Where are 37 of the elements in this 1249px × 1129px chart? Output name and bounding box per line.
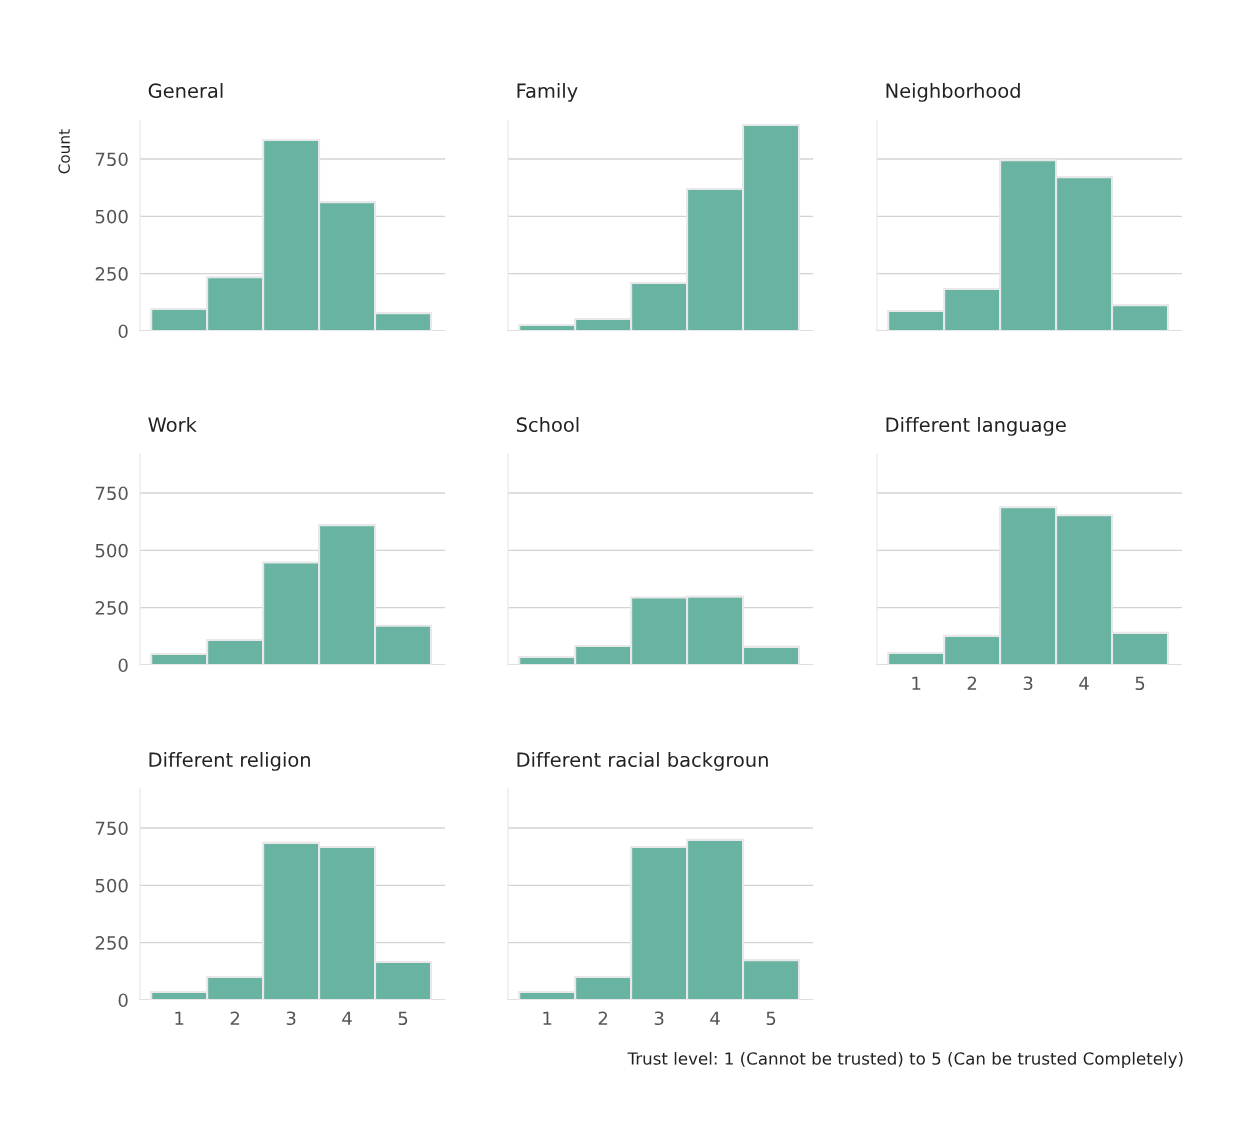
x-tick-label: 4 bbox=[342, 1011, 352, 1025]
chart-title: Different language bbox=[886, 417, 1066, 436]
x-tick-label: 5 bbox=[766, 1011, 776, 1026]
x-axis-title: Trust level: 1 (Cannot be trusted) to 5 (Can be trusted Completely) bbox=[627, 1051, 1183, 1069]
y-tick-label: 750 bbox=[95, 152, 128, 167]
y-tick-label: 0 bbox=[118, 324, 128, 339]
chart-title: School bbox=[516, 417, 579, 433]
x-tick-label: 3 bbox=[1023, 676, 1033, 691]
chart-title: Work bbox=[148, 417, 197, 433]
x-tick-label: 4 bbox=[1079, 676, 1089, 690]
chart-title: Neighborhood bbox=[886, 83, 1020, 102]
x-tick-label: 5 bbox=[398, 1011, 408, 1026]
x-tick-label: 4 bbox=[710, 1011, 720, 1025]
x-tick-label: 1 bbox=[175, 1011, 184, 1025]
y-tick-label: 0 bbox=[118, 658, 128, 673]
y-tick-label: 500 bbox=[95, 878, 128, 893]
x-tick-label: 3 bbox=[654, 1011, 664, 1026]
x-tick-label: 2 bbox=[598, 1011, 608, 1025]
y-tick-label: 500 bbox=[95, 209, 128, 224]
chart-title: Different racial backgroun bbox=[517, 752, 768, 771]
y-axis-title: Count bbox=[58, 129, 70, 174]
y-tick-label: 0 bbox=[118, 993, 128, 1008]
chart-title: General bbox=[148, 83, 223, 99]
chart-title: Different religion bbox=[149, 752, 310, 771]
chart-title: Family bbox=[517, 83, 578, 102]
y-tick-label: 500 bbox=[95, 543, 128, 558]
x-tick-label: 5 bbox=[1135, 676, 1145, 691]
x-tick-label: 2 bbox=[230, 1011, 240, 1025]
y-tick-label: 750 bbox=[95, 486, 128, 501]
y-tick-label: 250 bbox=[95, 936, 128, 950]
y-tick-label: 750 bbox=[95, 821, 128, 836]
x-tick-label: 1 bbox=[543, 1011, 552, 1025]
x-tick-label: 1 bbox=[912, 676, 921, 690]
y-tick-label: 250 bbox=[95, 267, 128, 281]
x-tick-label: 2 bbox=[967, 676, 977, 690]
x-tick-label: 3 bbox=[286, 1011, 296, 1026]
y-tick-label: 250 bbox=[95, 601, 128, 615]
